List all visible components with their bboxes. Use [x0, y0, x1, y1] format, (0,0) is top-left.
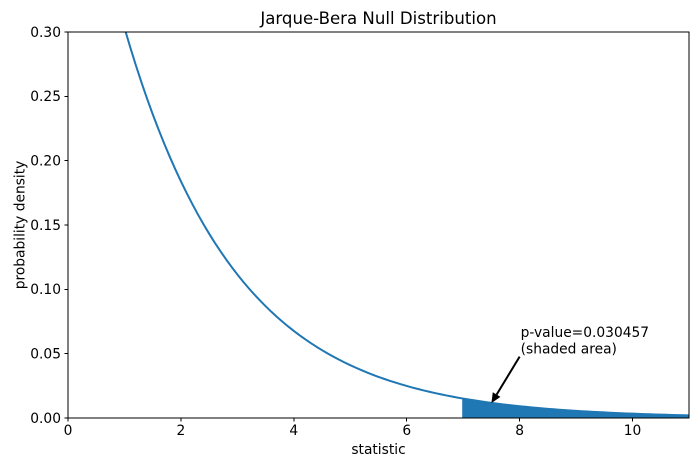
- p-value-annotation-line1: p-value=0.030457: [521, 325, 649, 341]
- chart-title: Jarque-Bera Null Distribution: [259, 9, 496, 28]
- y-tick-label: 0.30: [30, 25, 61, 41]
- y-axis-label: probability density: [13, 161, 29, 290]
- p-value-annotation-line2: (shaded area): [521, 342, 617, 358]
- y-tick-label: 0.15: [30, 218, 61, 234]
- y-tick-label: 0.00: [30, 411, 61, 427]
- y-tick-label: 0.05: [30, 346, 61, 362]
- y-tick-label: 0.20: [30, 153, 61, 169]
- x-tick-label: 8: [515, 423, 524, 439]
- y-tick-label: 0.10: [30, 282, 61, 298]
- x-tick-label: 6: [402, 423, 411, 439]
- null-distribution-pdf-curve: [124, 32, 689, 417]
- x-tick-label: 4: [289, 423, 298, 439]
- x-tick-label: 10: [624, 423, 642, 439]
- y-tick-label: 0.25: [30, 89, 61, 105]
- x-tick-label: 0: [64, 423, 73, 439]
- annotation-arrow-shaft: [495, 356, 521, 396]
- x-axis-label: statistic: [351, 442, 405, 458]
- p-value-shaded-area: [462, 398, 689, 418]
- annotation-arrow-head: [491, 392, 501, 404]
- x-tick-label: 2: [177, 423, 186, 439]
